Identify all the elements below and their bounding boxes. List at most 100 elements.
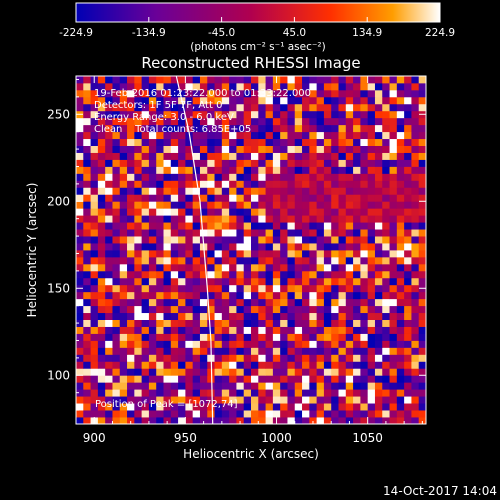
heatmap-cell xyxy=(83,389,91,397)
heatmap-cell xyxy=(112,354,121,362)
heatmap-cell xyxy=(221,201,230,209)
heatmap-cell xyxy=(396,389,405,397)
heatmap-cell xyxy=(294,222,303,230)
heatmap-cell xyxy=(251,382,259,390)
heatmap-cell xyxy=(265,236,274,244)
heatmap-cell xyxy=(367,368,376,376)
heatmap-cell xyxy=(221,194,230,202)
heatmap-cell xyxy=(105,284,113,293)
heatmap-cell xyxy=(396,250,405,258)
heatmap-cell xyxy=(258,124,266,133)
heatmap-cell xyxy=(185,270,194,279)
heatmap-cell xyxy=(331,76,339,84)
heatmap-cell xyxy=(141,333,150,341)
heatmap-cell xyxy=(141,277,150,286)
heatmap-cell xyxy=(141,263,150,272)
heatmap-cell xyxy=(302,159,310,167)
heatmap-cell xyxy=(287,76,296,84)
heatmap-cell xyxy=(148,417,157,424)
x-axis-label: Heliocentric X (arcsec) xyxy=(183,447,319,461)
heatmap-cell xyxy=(199,180,208,188)
heatmap-cell xyxy=(83,382,91,390)
heatmap-cell xyxy=(353,368,361,376)
heatmap-cell xyxy=(345,382,354,390)
heatmap-cell xyxy=(178,263,186,272)
heatmap-cell xyxy=(156,201,164,209)
heatmap-cell xyxy=(338,375,347,383)
heatmap-cell xyxy=(229,410,237,418)
heatmap-cell xyxy=(119,375,128,383)
heatmap-cell xyxy=(83,76,91,84)
heatmap-cell xyxy=(156,117,164,126)
heatmap-cell xyxy=(163,410,172,418)
heatmap-cell xyxy=(221,291,230,300)
heatmap-cell xyxy=(83,403,91,411)
heatmap-cell xyxy=(148,138,157,146)
heatmap-cell xyxy=(170,270,179,279)
heatmap-cell xyxy=(411,173,420,181)
heatmap-cell xyxy=(199,298,208,307)
heatmap-cell xyxy=(389,382,398,390)
heatmap-cell xyxy=(90,103,99,112)
heatmap-cell xyxy=(192,117,201,126)
heatmap-cell xyxy=(170,194,179,202)
heatmap-cell xyxy=(170,89,179,98)
heatmap-cell xyxy=(316,131,325,140)
heatmap-cell xyxy=(258,417,266,424)
annotation-time-range: 19-Feb-2016 01:23:22.000 to 01:33:22.000 xyxy=(94,88,311,99)
heatmap-cell xyxy=(105,117,113,126)
heatmap-cell xyxy=(185,298,194,307)
heatmap-cell xyxy=(236,124,245,133)
heatmap-cell xyxy=(316,284,325,293)
heatmap-cell xyxy=(302,354,310,362)
heatmap-cell xyxy=(418,312,426,320)
heatmap-cell xyxy=(280,403,288,411)
heatmap-cell xyxy=(287,284,296,293)
heatmap-cell xyxy=(112,194,121,202)
heatmap-cell xyxy=(258,187,266,195)
heatmap-cell xyxy=(192,389,201,397)
heatmap-cell xyxy=(199,117,208,126)
heatmap-cell xyxy=(382,298,390,307)
heatmap-cell xyxy=(353,417,361,424)
heatmap-cell xyxy=(265,403,274,411)
heatmap-cell xyxy=(389,270,398,279)
heatmap-cell xyxy=(178,124,186,133)
heatmap-cell xyxy=(134,417,143,424)
heatmap-cell xyxy=(251,263,259,272)
heatmap-cell xyxy=(214,131,223,140)
heatmap-cell xyxy=(156,298,164,307)
heatmap-cell xyxy=(112,340,121,348)
heatmap-cell xyxy=(367,173,376,181)
heatmap-cell xyxy=(148,76,157,84)
heatmap-cell xyxy=(251,319,259,327)
heatmap-cell xyxy=(323,340,332,348)
heatmap-cell xyxy=(272,96,281,105)
heatmap-cell xyxy=(178,354,186,362)
heatmap-cell xyxy=(134,152,143,160)
heatmap-cell xyxy=(141,166,150,174)
heatmap-cell xyxy=(323,298,332,307)
heatmap-cell xyxy=(105,368,113,376)
heatmap-cell xyxy=(134,361,143,369)
heatmap-cell xyxy=(199,291,208,300)
heatmap-cell xyxy=(112,208,121,216)
heatmap-cell xyxy=(374,270,383,279)
heatmap-cell xyxy=(236,117,245,126)
heatmap-cell xyxy=(287,166,296,174)
heatmap-cell xyxy=(272,229,281,237)
heatmap-cell xyxy=(76,243,84,251)
heatmap-cell xyxy=(119,96,128,105)
colorbar-tick-label: -224.9 xyxy=(59,27,93,39)
heatmap-cell xyxy=(302,319,310,327)
heatmap-cell xyxy=(382,145,390,153)
heatmap-cell xyxy=(236,131,245,140)
heatmap-cell xyxy=(272,243,281,251)
heatmap-cell xyxy=(331,333,339,341)
heatmap-cell xyxy=(396,194,405,202)
heatmap-cell xyxy=(199,319,208,327)
heatmap-cell xyxy=(345,159,354,167)
heatmap-cell xyxy=(156,284,164,293)
heatmap-cell xyxy=(185,166,194,174)
heatmap-cell xyxy=(207,131,215,140)
